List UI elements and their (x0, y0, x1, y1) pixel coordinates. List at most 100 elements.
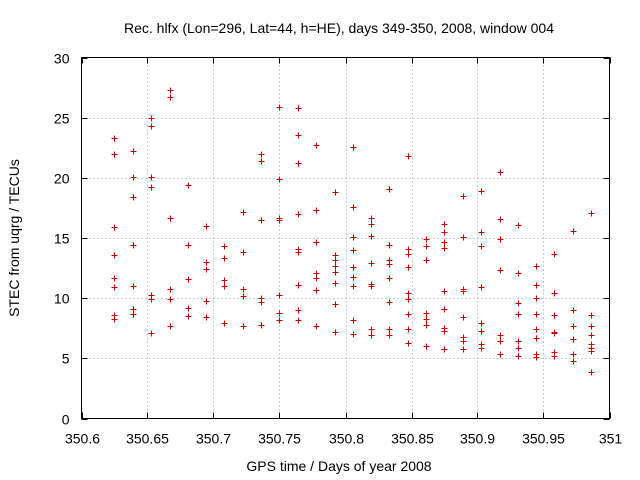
data-point (276, 310, 283, 317)
data-point (441, 239, 448, 246)
data-point (111, 316, 118, 323)
data-point (515, 353, 522, 360)
data-point (588, 369, 595, 376)
data-point (258, 217, 265, 224)
data-point (497, 236, 504, 243)
data-point (588, 312, 595, 319)
data-point (313, 287, 320, 294)
data-point (405, 251, 412, 258)
data-point (258, 299, 265, 306)
data-point (405, 296, 412, 303)
data-point (167, 94, 174, 101)
data-point (551, 251, 558, 258)
data-point (405, 153, 412, 160)
data-point (533, 282, 540, 289)
data-point (276, 176, 283, 183)
data-point (515, 311, 522, 318)
data-point (497, 169, 504, 176)
y-tick-label: 15 (54, 231, 70, 247)
y-tick-label: 5 (62, 351, 70, 367)
y-tick-label: 20 (54, 171, 70, 187)
data-point (148, 184, 155, 191)
data-point (368, 215, 375, 222)
data-point (423, 236, 430, 243)
data-point (423, 343, 430, 350)
data-point (332, 263, 339, 270)
data-point (203, 223, 210, 230)
y-tick-label: 25 (54, 111, 70, 127)
data-point (350, 204, 357, 211)
data-point (130, 242, 137, 249)
data-point (130, 283, 137, 290)
data-point (350, 247, 357, 254)
data-point (497, 216, 504, 223)
data-point (386, 299, 393, 306)
data-point (551, 353, 558, 360)
data-point (350, 283, 357, 290)
x-tick-label: 350.8 (329, 431, 364, 447)
data-point (313, 207, 320, 214)
data-point (368, 283, 375, 290)
data-point (332, 189, 339, 196)
data-point (551, 330, 558, 337)
data-point (295, 282, 302, 289)
data-point (276, 217, 283, 224)
data-point (295, 211, 302, 218)
data-point (423, 257, 430, 264)
data-point (295, 317, 302, 324)
data-point (313, 142, 320, 149)
data-point (423, 310, 430, 317)
data-point (221, 277, 228, 284)
data-point (240, 209, 247, 216)
data-point (386, 332, 393, 339)
data-point (478, 243, 485, 250)
data-point (515, 345, 522, 352)
data-point (441, 245, 448, 252)
data-point (167, 323, 174, 330)
data-point (441, 306, 448, 313)
data-point (350, 331, 357, 338)
data-point (497, 267, 504, 274)
data-point (441, 221, 448, 228)
data-point (551, 290, 558, 297)
data-point (148, 123, 155, 130)
data-point (167, 296, 174, 303)
data-point (533, 335, 540, 342)
data-point (588, 323, 595, 330)
data-point (570, 323, 577, 330)
grid (81, 57, 610, 419)
data-point (405, 340, 412, 347)
data-point (111, 275, 118, 282)
data-point (478, 320, 485, 327)
data-point (551, 312, 558, 319)
data-point (185, 313, 192, 320)
x-tick-label: 351 (599, 431, 623, 447)
data-point (350, 144, 357, 151)
data-point (221, 255, 228, 262)
data-point (130, 148, 137, 155)
data-point (295, 132, 302, 139)
data-point (478, 229, 485, 236)
x-tick-label: 350.65 (126, 431, 169, 447)
data-point (258, 151, 265, 158)
data-point (130, 194, 137, 201)
data-point (533, 311, 540, 318)
y-tick-label: 30 (54, 51, 70, 67)
data-point (240, 249, 247, 256)
data-point (386, 186, 393, 193)
data-point (405, 290, 412, 297)
data-point (515, 338, 522, 345)
data-point (350, 274, 357, 281)
data-point (295, 105, 302, 112)
y-axis-label: STEC from uqrg / TECUs (6, 159, 22, 317)
data-point (276, 104, 283, 111)
data-point (167, 87, 174, 94)
data-point (148, 296, 155, 303)
data-point (570, 336, 577, 343)
data-point (478, 328, 485, 335)
data-point (460, 346, 467, 353)
axis-ticks: 350.6 350.65 350.7 350.75 350.8 350.85 350.9 35… (54, 51, 622, 447)
data-point (276, 317, 283, 324)
data-point (185, 242, 192, 249)
data-point (332, 257, 339, 264)
